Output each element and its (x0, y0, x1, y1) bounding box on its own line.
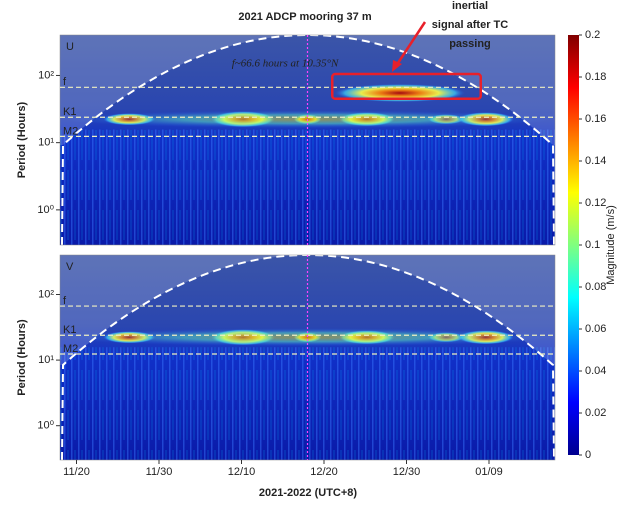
x-tick-label: 11/30 (146, 466, 173, 478)
y-axis-label: Period (Hours) (16, 319, 28, 396)
reference-label: f (63, 295, 67, 307)
x-tick-label: 11/20 (63, 466, 90, 478)
x-tick-label: 12/30 (393, 466, 421, 478)
colorbar-tick-label: 0.04 (585, 365, 606, 377)
y-tick-label: 10² (38, 288, 54, 300)
colorbar-tick-label: 0.08 (585, 281, 606, 293)
cone-of-influence (61, 34, 555, 246)
x-tick-label: 01/09 (475, 466, 503, 478)
chart-title: 2021 ADCP mooring 37 m (238, 11, 371, 23)
highlight-box (331, 72, 482, 101)
reference-label: K1 (63, 324, 76, 336)
colorbar-tick-label: 0 (585, 449, 591, 461)
colorbar-tick-label: 0.2 (585, 29, 600, 41)
y-tick-label: 10² (38, 69, 54, 81)
colorbar-tick-label: 0.02 (585, 407, 606, 419)
callout-text: passing (449, 38, 491, 50)
reference-label: M2 (63, 343, 78, 355)
callout-text: inertial (452, 0, 488, 12)
energy-band (60, 328, 555, 347)
energy-blob (335, 84, 465, 102)
callout-arrowhead (392, 60, 402, 72)
colorbar (568, 35, 579, 455)
colorbar-tick-label: 0.06 (585, 323, 606, 335)
colorbar-tick-label: 0.1 (585, 239, 600, 251)
reference-label: K1 (63, 106, 76, 118)
callout-text: signal after TC (432, 19, 508, 31)
x-tick-label: 12/20 (310, 466, 338, 478)
colorbar-tick-label: 0.18 (585, 71, 606, 83)
callout-arrow (394, 21, 427, 67)
reference-label: M2 (63, 125, 78, 137)
y-axis-label: Period (Hours) (16, 101, 28, 178)
panel-label: U (66, 41, 74, 53)
colorbar-label: Magnitude (m/s) (605, 205, 617, 284)
x-tick-label: 12/10 (228, 466, 256, 478)
y-tick-label: 10⁰ (37, 420, 54, 432)
colorbar-tick-label: 0.12 (585, 197, 606, 209)
x-axis-label: 2021-2022 (UTC+8) (259, 487, 357, 499)
y-tick-label: 10¹ (38, 137, 54, 149)
reference-label: f (63, 76, 67, 88)
y-tick-label: 10⁰ (37, 204, 54, 216)
colorbar-tick-label: 0.14 (585, 155, 606, 167)
colorbar-tick-label: 0.16 (585, 113, 606, 125)
annotation: f~66.6 hours at 10.35°N (232, 58, 339, 70)
panel-label: V (66, 261, 74, 273)
y-tick-label: 10¹ (38, 354, 54, 366)
